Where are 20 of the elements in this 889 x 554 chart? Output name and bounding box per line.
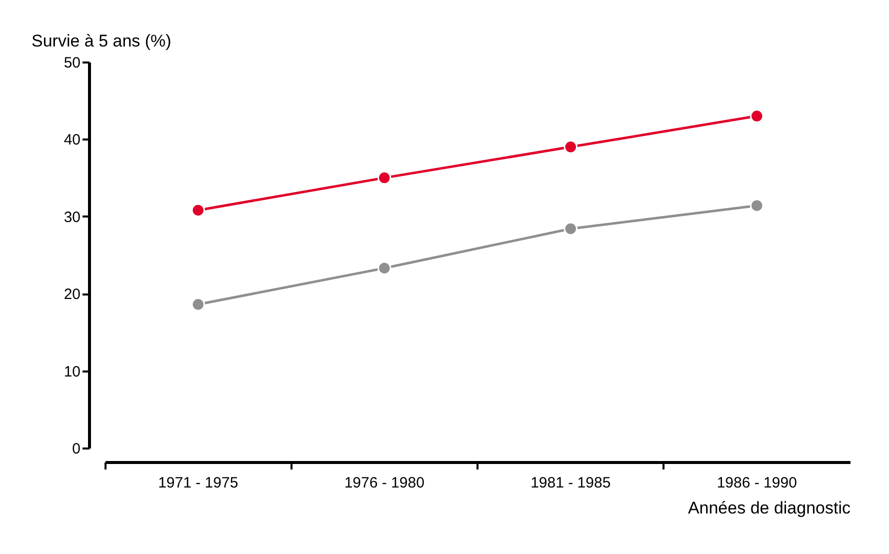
point <box>750 198 764 212</box>
x-axis-title: Années de diagnostic <box>688 498 851 518</box>
y-tick-label: 50 <box>64 54 80 72</box>
y-tick-label: 0 <box>72 440 80 458</box>
point <box>564 140 578 154</box>
y-tick-label: 40 <box>64 132 80 149</box>
point <box>564 222 578 236</box>
x-tick-label: 1981 - 1985 <box>530 474 611 492</box>
point <box>378 170 392 185</box>
point <box>191 298 205 312</box>
point <box>750 109 764 123</box>
y-axis-title: Survie à 5 ans (%) <box>32 32 172 50</box>
y-tick-label: 10 <box>64 363 80 380</box>
x-tick-label: 1971 - 1975 <box>158 474 238 492</box>
x-tick-label: 1976 - 1980 <box>344 474 424 492</box>
point <box>378 261 392 275</box>
x-tick-label: 1986 - 1990 <box>716 474 797 492</box>
y-tick-label: 30 <box>64 208 80 226</box>
y-tick-label: 20 <box>64 286 80 304</box>
point <box>191 203 205 218</box>
